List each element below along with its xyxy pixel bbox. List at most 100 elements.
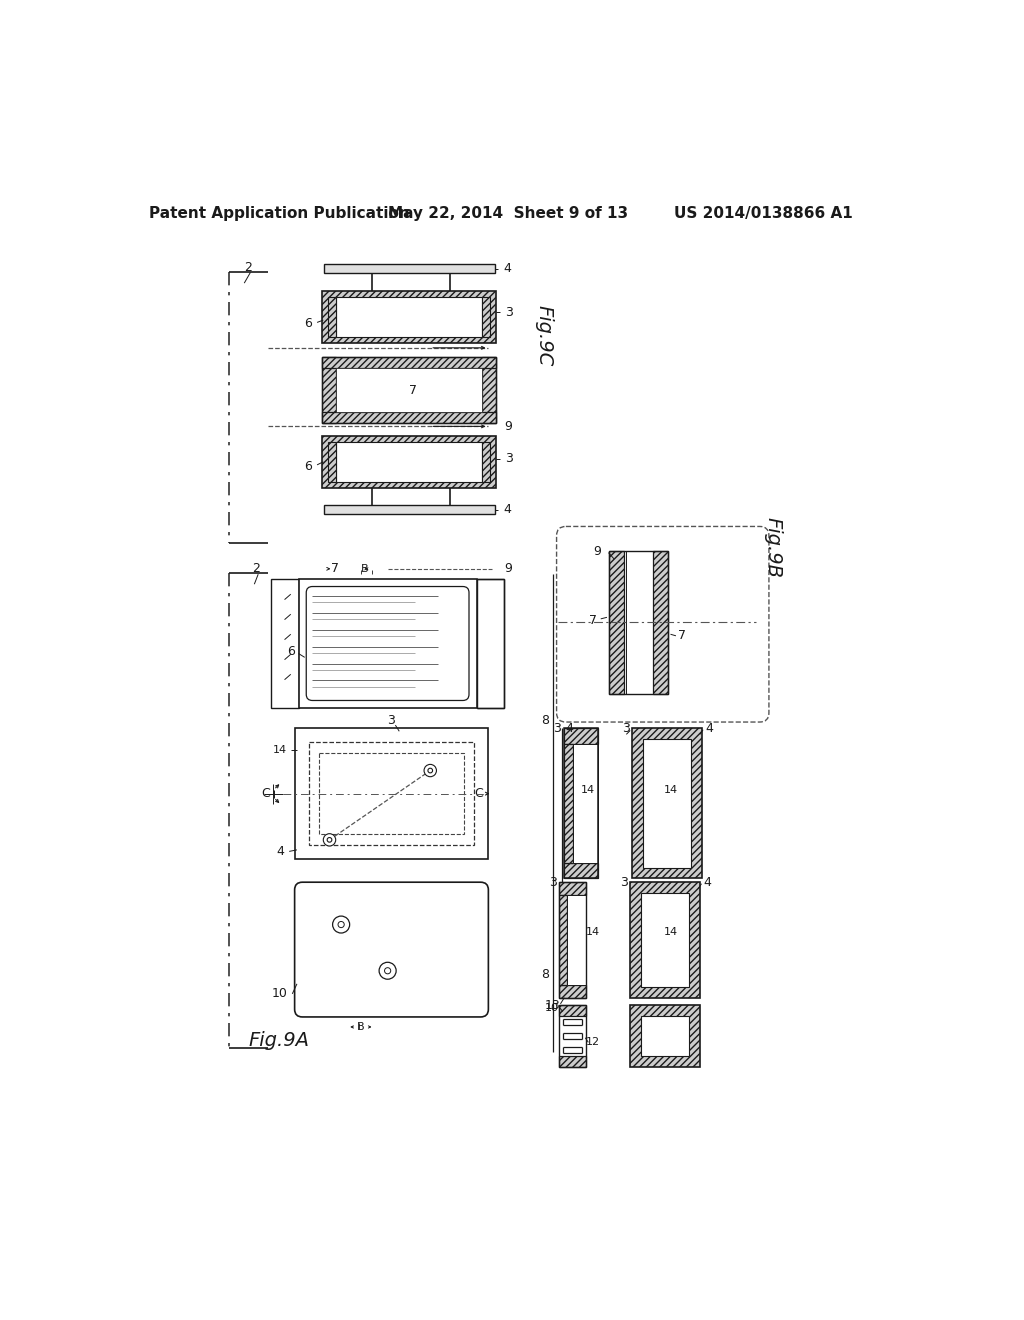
- Bar: [271, 578, 299, 708]
- Bar: [324, 506, 495, 515]
- Text: 14: 14: [586, 927, 600, 937]
- Text: 14: 14: [272, 744, 287, 755]
- Bar: [563, 743, 572, 863]
- Bar: [328, 442, 336, 482]
- Text: 9: 9: [504, 562, 512, 576]
- Text: Fig.9C: Fig.9C: [535, 305, 554, 366]
- Text: 9: 9: [504, 420, 512, 433]
- Bar: [336, 442, 482, 482]
- Bar: [328, 297, 336, 337]
- Bar: [336, 297, 482, 337]
- Text: 8: 8: [541, 968, 549, 981]
- Text: 8: 8: [541, 714, 549, 727]
- Bar: [608, 552, 669, 693]
- Text: 7: 7: [678, 630, 686, 643]
- Circle shape: [333, 916, 349, 933]
- Bar: [559, 882, 586, 895]
- Text: B: B: [356, 1022, 365, 1032]
- Circle shape: [424, 764, 436, 776]
- Bar: [322, 358, 336, 422]
- Text: C: C: [261, 787, 270, 800]
- Text: 9: 9: [593, 545, 601, 557]
- Text: 3: 3: [553, 722, 561, 735]
- Bar: [482, 358, 496, 422]
- Circle shape: [385, 968, 391, 974]
- Bar: [630, 1006, 700, 1067]
- Text: 4: 4: [275, 845, 284, 858]
- Bar: [319, 752, 464, 834]
- Bar: [559, 882, 586, 998]
- Circle shape: [328, 838, 332, 842]
- Text: 13: 13: [545, 999, 560, 1012]
- Bar: [566, 895, 586, 985]
- Bar: [295, 729, 488, 859]
- Text: 3: 3: [387, 714, 395, 727]
- Bar: [559, 895, 566, 985]
- Circle shape: [324, 834, 336, 846]
- Text: 4: 4: [504, 503, 512, 516]
- Text: 3: 3: [549, 875, 557, 888]
- Text: 3: 3: [623, 722, 630, 735]
- Bar: [322, 412, 496, 422]
- Text: Fig.9A: Fig.9A: [248, 1031, 309, 1049]
- FancyBboxPatch shape: [557, 527, 769, 722]
- Text: 2: 2: [244, 261, 252, 275]
- Bar: [608, 552, 624, 693]
- Text: 3: 3: [506, 453, 513, 465]
- Bar: [559, 1006, 586, 1016]
- Bar: [563, 729, 598, 878]
- Text: 10: 10: [272, 987, 288, 1001]
- Bar: [563, 863, 598, 878]
- Text: 3: 3: [506, 306, 513, 319]
- Text: 4: 4: [504, 261, 512, 275]
- Text: C: C: [474, 787, 482, 800]
- Bar: [559, 985, 586, 998]
- Bar: [572, 743, 598, 863]
- Text: B: B: [360, 564, 369, 574]
- Bar: [559, 1056, 586, 1067]
- Bar: [322, 290, 496, 343]
- Bar: [482, 442, 489, 482]
- Text: 4: 4: [706, 722, 713, 735]
- Bar: [477, 578, 504, 708]
- Text: Patent Application Publication: Patent Application Publication: [148, 206, 410, 222]
- Bar: [641, 1016, 689, 1056]
- Bar: [626, 552, 652, 693]
- Text: Fig.9B: Fig.9B: [764, 516, 782, 578]
- Bar: [324, 264, 495, 273]
- Bar: [299, 578, 477, 708]
- Bar: [641, 892, 689, 987]
- Text: 12: 12: [586, 1038, 600, 1047]
- Text: 6: 6: [304, 459, 311, 473]
- Bar: [322, 358, 496, 422]
- Text: 2: 2: [252, 562, 260, 576]
- Bar: [482, 297, 489, 337]
- FancyBboxPatch shape: [295, 882, 488, 1016]
- Bar: [559, 1006, 586, 1067]
- Text: 14: 14: [664, 927, 678, 937]
- Text: 10: 10: [545, 1003, 559, 1012]
- Text: 3: 3: [621, 875, 628, 888]
- Bar: [336, 368, 482, 412]
- Text: 6: 6: [304, 317, 311, 330]
- FancyBboxPatch shape: [306, 586, 469, 701]
- Bar: [652, 552, 669, 693]
- Text: US 2014/0138866 A1: US 2014/0138866 A1: [674, 206, 853, 222]
- Circle shape: [379, 962, 396, 979]
- Bar: [632, 729, 701, 878]
- Bar: [630, 882, 700, 998]
- Circle shape: [338, 921, 344, 928]
- Text: 4: 4: [703, 875, 712, 888]
- Bar: [643, 739, 690, 867]
- Bar: [563, 729, 598, 743]
- Circle shape: [428, 768, 432, 774]
- Bar: [308, 742, 474, 845]
- Text: 7: 7: [589, 614, 597, 627]
- Bar: [322, 358, 496, 368]
- Bar: [322, 436, 496, 488]
- Text: 6: 6: [287, 644, 295, 657]
- Text: 7: 7: [410, 384, 417, 397]
- Text: 14: 14: [581, 785, 595, 795]
- Text: 7: 7: [331, 562, 339, 576]
- Text: 4: 4: [566, 722, 573, 735]
